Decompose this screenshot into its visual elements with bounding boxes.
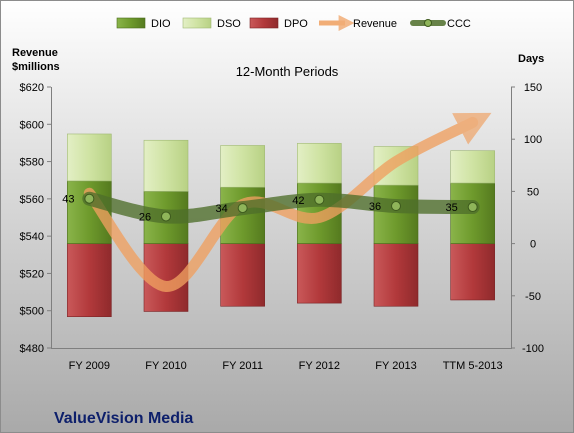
ccc-point <box>237 203 248 214</box>
bar-dso <box>143 139 189 192</box>
legend-swatch-dot <box>424 19 432 27</box>
chart-title: 12-Month Periods <box>236 64 339 79</box>
right-tick-label: 50 <box>527 186 539 198</box>
category-label: FY 2011 <box>222 360 263 372</box>
company-name: ValueVision Media <box>54 410 193 427</box>
left-tick-label: $540 <box>20 231 44 243</box>
bar-dso <box>297 143 342 184</box>
bar-dpo <box>373 243 419 307</box>
legend-swatch <box>116 17 146 29</box>
left-tick-label: $480 <box>20 343 44 355</box>
bar-dso <box>450 150 495 184</box>
legend-label: DIO <box>151 18 171 30</box>
legend-label: Revenue <box>353 18 397 30</box>
left-axis-ticks: $480 $500 $520 $540 $560 $580 $600 $620 <box>20 82 51 355</box>
ccc-data-label: 35 <box>446 202 458 214</box>
legend-swatch <box>249 17 279 29</box>
ccc-data-label: 43 <box>62 194 74 206</box>
category-labels: FY 2009 FY 2010 FY 2011 FY 2012 FY 2013 TTM 5… <box>69 360 503 372</box>
right-axis-label: Days <box>518 53 544 65</box>
left-tick-label: $520 <box>20 268 44 280</box>
category-label: FY 2010 <box>145 360 186 372</box>
bar-dpo <box>297 243 342 304</box>
ccc-data-label: 26 <box>139 211 151 223</box>
bar-dpo <box>67 243 112 317</box>
ccc-point <box>314 194 325 205</box>
right-tick-label: -100 <box>522 343 544 355</box>
category-label: FY 2009 <box>69 360 110 372</box>
category-label: TTM 5-2013 <box>443 360 503 372</box>
bar-dpo <box>450 243 495 301</box>
right-tick-label: 100 <box>524 134 542 146</box>
legend-label: DSO <box>217 18 241 30</box>
legend-label: CCC <box>447 18 471 30</box>
left-axis-label-line1: Revenue <box>12 47 58 59</box>
bar-dso <box>220 145 265 188</box>
left-tick-label: $580 <box>20 157 44 169</box>
ccc-series: 43 26 34 42 36 35 <box>62 191 480 224</box>
left-tick-label: $620 <box>20 82 44 94</box>
ccc-point <box>467 202 478 213</box>
right-axis-ticks: -100 -50 0 50 100 150 <box>511 82 544 355</box>
left-tick-label: $560 <box>20 194 44 206</box>
ccc-point <box>161 211 171 222</box>
right-tick-label: 0 <box>530 239 536 251</box>
ccc-data-label: 36 <box>369 201 381 213</box>
bar-dso <box>67 133 112 182</box>
ccc-data-label: 42 <box>292 195 304 207</box>
left-tick-label: $500 <box>20 306 44 318</box>
bar-dio <box>373 184 419 244</box>
category-label: FY 2012 <box>299 360 340 372</box>
right-tick-label: -50 <box>525 291 541 303</box>
ccc-point <box>84 193 95 204</box>
category-label: FY 2013 <box>375 360 416 372</box>
legend: DIO DSO DPO Revenue CCC <box>116 14 471 32</box>
ccc-data-label: 34 <box>216 203 228 215</box>
right-tick-label: 150 <box>524 82 542 94</box>
legend-label: DPO <box>284 18 308 30</box>
left-axis-label-line2: $millions <box>12 61 60 73</box>
legend-swatch <box>182 17 212 29</box>
bar-dpo <box>220 243 265 307</box>
left-tick-label: $600 <box>20 119 44 131</box>
ccc-point <box>391 201 401 212</box>
ccc-line <box>82 191 480 224</box>
